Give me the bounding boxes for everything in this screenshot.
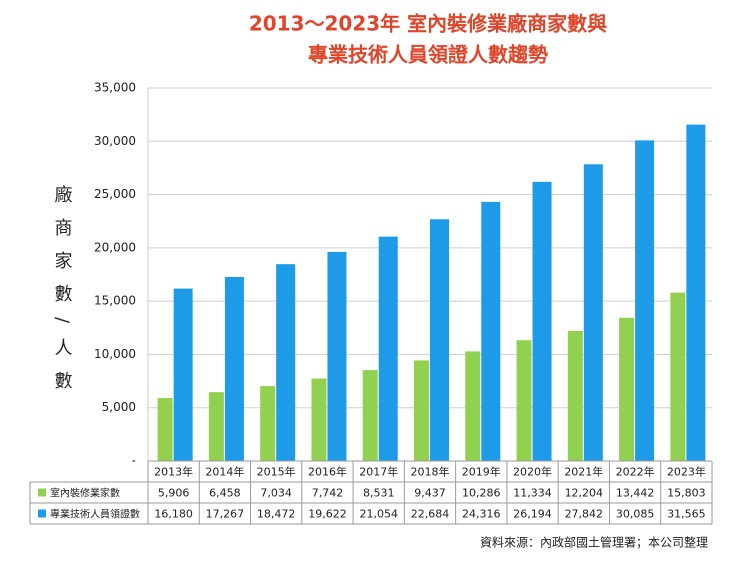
bar	[173, 288, 193, 461]
x-tick-label: 2018年	[411, 465, 450, 479]
y-tick-label: 10,000	[94, 347, 136, 361]
x-tick-label: 2020年	[513, 465, 552, 479]
table-cell: 5,906	[158, 487, 190, 500]
bar	[532, 181, 552, 461]
bar	[686, 124, 706, 461]
y-tick-label: 35,000	[94, 81, 136, 95]
bar	[516, 340, 532, 461]
table-cell: 18,472	[257, 508, 296, 521]
bar	[583, 164, 603, 462]
bar	[670, 292, 686, 461]
table-cell: 11,334	[513, 487, 552, 500]
legend-label: 室內裝修業家數	[50, 487, 120, 500]
chart-title: 專業技術人員領證人數趨勢	[308, 43, 548, 67]
x-tick-label: 2023年	[667, 465, 706, 479]
source-note: 資料來源：內政部國土管理署；本公司整理	[480, 535, 708, 550]
x-tick-label: 2017年	[359, 465, 398, 479]
bar	[208, 392, 224, 461]
x-tick-label: 2014年	[205, 465, 244, 479]
y-tick-label: 25,000	[94, 187, 136, 201]
bar	[362, 370, 378, 461]
y-tick-label: -	[132, 454, 136, 468]
y-tick-label: 5,000	[102, 400, 136, 414]
chart-title: 2013～2023年 室內裝修業廠商家數與	[249, 12, 607, 36]
bar	[378, 236, 398, 461]
bar	[157, 398, 173, 461]
x-tick-label: 2013年	[154, 465, 193, 479]
table-cell: 21,054	[359, 508, 398, 521]
y-tick-label: 20,000	[94, 240, 136, 254]
table-cell: 10,286	[462, 487, 501, 500]
table-cell: 6,458	[209, 487, 241, 500]
table-cell: 19,622	[308, 508, 347, 521]
table-cell: 30,085	[616, 508, 655, 521]
x-tick-label: 2019年	[462, 465, 501, 479]
table-cell: 27,842	[565, 508, 604, 521]
bar	[311, 378, 327, 461]
table-cell: 22,684	[411, 508, 450, 521]
table-cell: 26,194	[513, 508, 552, 521]
x-tick-label: 2021年	[564, 465, 603, 479]
bar	[414, 360, 429, 461]
table-cell: 16,180	[154, 508, 193, 521]
y-axis-label: 廠商家數/人數	[52, 184, 73, 404]
legend-swatch	[38, 509, 46, 518]
table-cell: 7,742	[312, 487, 344, 500]
table-cell: 8,531	[363, 487, 395, 500]
legend-label: 專業技術人員領證數	[50, 508, 140, 521]
x-tick-label: 2016年	[308, 465, 347, 479]
y-tick-label: 30,000	[94, 134, 136, 148]
table-cell: 31,565	[667, 508, 706, 521]
table-cell: 12,204	[565, 487, 604, 500]
bar	[224, 276, 244, 461]
bar	[327, 251, 347, 461]
bar	[481, 201, 501, 462]
bar	[465, 351, 481, 461]
bar	[619, 317, 635, 461]
x-tick-label: 2022年	[616, 465, 655, 479]
x-tick-label: 2015年	[257, 465, 296, 479]
bar	[260, 386, 276, 461]
table-cell: 13,442	[616, 487, 655, 500]
bar	[635, 140, 655, 461]
table-cell: 15,803	[667, 487, 706, 500]
y-tick-label: 15,000	[94, 294, 136, 308]
table-cell: 24,316	[462, 508, 501, 521]
legend-swatch	[38, 488, 46, 497]
bar	[276, 264, 296, 461]
bar	[567, 330, 583, 461]
table-cell: 7,034	[260, 487, 292, 500]
bar	[430, 219, 449, 461]
table-cell: 17,267	[206, 508, 245, 521]
table-cell: 9,437	[414, 487, 446, 500]
